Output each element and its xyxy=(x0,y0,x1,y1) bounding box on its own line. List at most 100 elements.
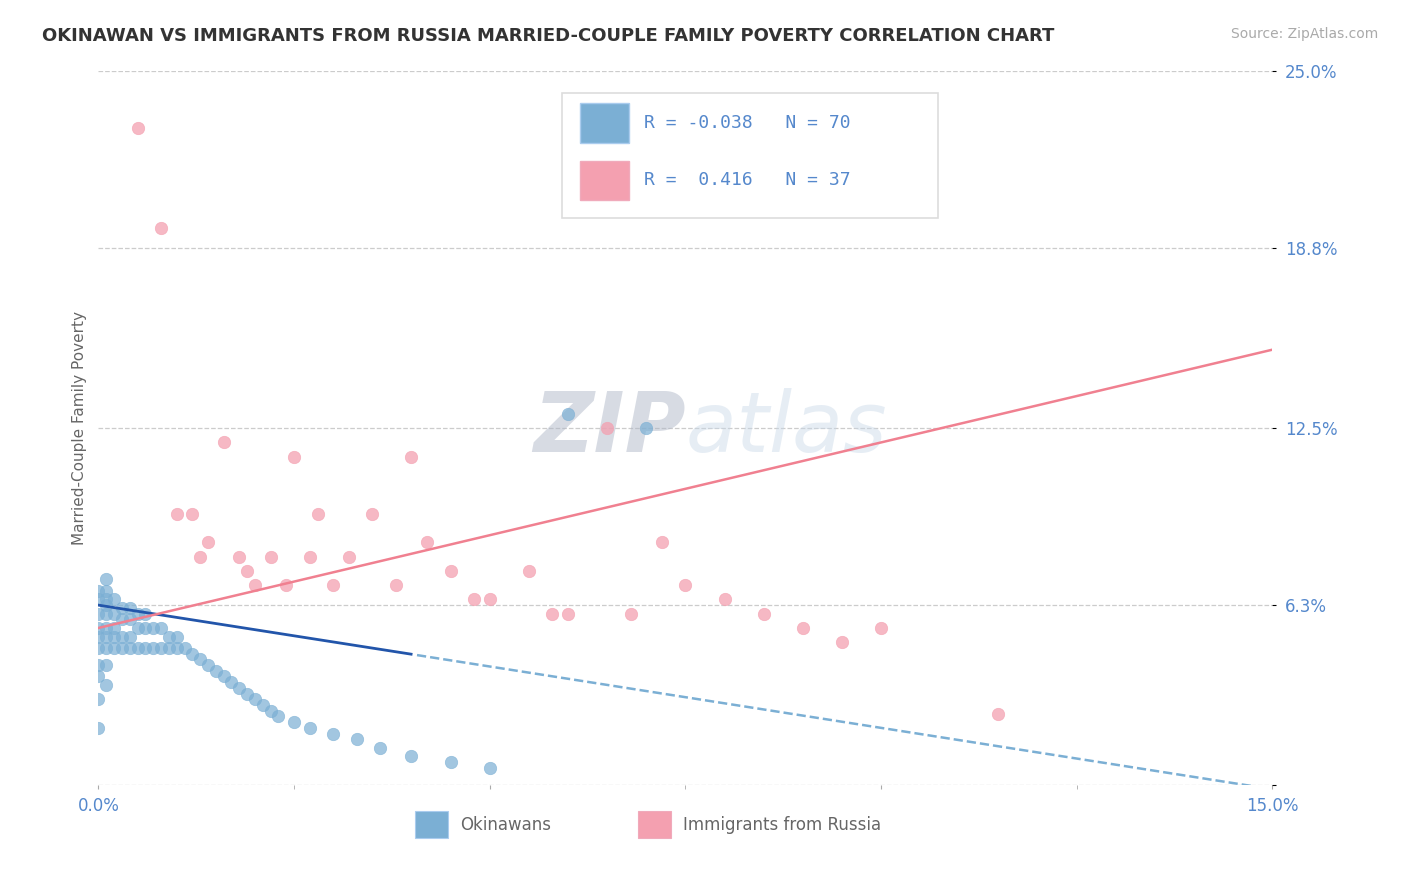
Point xyxy=(127,640,149,655)
Point xyxy=(96,621,118,635)
Point xyxy=(150,221,173,235)
Point xyxy=(173,640,195,655)
Point xyxy=(118,630,141,644)
Point xyxy=(243,692,266,706)
Point xyxy=(298,549,321,564)
Point xyxy=(416,535,439,549)
Point xyxy=(118,601,141,615)
Text: Immigrants from Russia: Immigrants from Russia xyxy=(683,816,882,834)
Point xyxy=(361,507,384,521)
Point xyxy=(401,450,423,464)
Point xyxy=(478,761,501,775)
Point xyxy=(243,578,266,592)
Point xyxy=(267,709,290,723)
Point xyxy=(142,640,165,655)
Point xyxy=(96,573,118,587)
Point xyxy=(283,715,305,730)
Point xyxy=(103,592,125,607)
FancyBboxPatch shape xyxy=(415,812,449,838)
Point xyxy=(557,407,579,421)
Text: R =  0.416   N = 37: R = 0.416 N = 37 xyxy=(644,171,851,189)
Text: atlas: atlas xyxy=(686,388,887,468)
Text: R = -0.038   N = 70: R = -0.038 N = 70 xyxy=(644,114,851,132)
Point xyxy=(87,721,110,735)
Point xyxy=(181,647,204,661)
Y-axis label: Married-Couple Family Poverty: Married-Couple Family Poverty xyxy=(72,311,87,545)
Point xyxy=(337,549,360,564)
Point xyxy=(87,621,110,635)
Point xyxy=(96,640,118,655)
Point xyxy=(103,621,125,635)
Point xyxy=(87,607,110,621)
Point xyxy=(142,621,165,635)
Point xyxy=(87,669,110,683)
Point xyxy=(276,578,298,592)
Point xyxy=(385,578,408,592)
Point xyxy=(541,607,564,621)
Point xyxy=(322,726,344,740)
Point xyxy=(252,698,274,712)
FancyBboxPatch shape xyxy=(562,93,938,218)
Point xyxy=(870,621,893,635)
Point xyxy=(96,592,118,607)
Point xyxy=(596,421,619,435)
Point xyxy=(197,658,219,673)
Text: OKINAWAN VS IMMIGRANTS FROM RUSSIA MARRIED-COUPLE FAMILY POVERTY CORRELATION CHA: OKINAWAN VS IMMIGRANTS FROM RUSSIA MARRI… xyxy=(42,27,1054,45)
Point xyxy=(792,621,814,635)
Point xyxy=(636,421,658,435)
Point xyxy=(87,592,110,607)
Point xyxy=(111,612,134,626)
Point xyxy=(831,635,853,649)
Point xyxy=(103,640,125,655)
Point xyxy=(96,583,118,598)
Point xyxy=(111,630,134,644)
Point xyxy=(197,535,219,549)
Point xyxy=(221,675,243,690)
Point xyxy=(752,607,775,621)
FancyBboxPatch shape xyxy=(579,161,628,200)
Point xyxy=(463,592,485,607)
Point xyxy=(103,630,125,644)
Point xyxy=(118,640,141,655)
Point xyxy=(188,549,211,564)
Point xyxy=(87,692,110,706)
Point xyxy=(127,121,149,136)
Point xyxy=(298,721,321,735)
FancyBboxPatch shape xyxy=(579,103,628,143)
Point xyxy=(439,755,461,769)
Point xyxy=(713,592,735,607)
Point xyxy=(127,621,149,635)
Point xyxy=(212,435,235,450)
Point xyxy=(205,664,228,678)
Point xyxy=(478,592,501,607)
Point xyxy=(188,652,211,666)
Point xyxy=(127,607,149,621)
Point xyxy=(322,578,344,592)
Point xyxy=(118,612,141,626)
Point xyxy=(157,640,180,655)
Point xyxy=(87,630,110,644)
Point xyxy=(134,621,156,635)
FancyBboxPatch shape xyxy=(638,812,671,838)
Text: Source: ZipAtlas.com: Source: ZipAtlas.com xyxy=(1230,27,1378,41)
Point xyxy=(228,681,250,695)
Point xyxy=(517,564,540,578)
Point xyxy=(96,658,118,673)
Text: Okinawans: Okinawans xyxy=(460,816,551,834)
Point xyxy=(111,640,134,655)
Point xyxy=(651,535,673,549)
Point xyxy=(307,507,329,521)
Point xyxy=(228,549,250,564)
Point xyxy=(439,564,461,578)
Point xyxy=(987,706,1010,721)
Point xyxy=(236,687,259,701)
Point xyxy=(87,583,110,598)
Text: ZIP: ZIP xyxy=(533,388,686,468)
Point xyxy=(675,578,697,592)
Point xyxy=(259,704,281,718)
Point xyxy=(134,607,156,621)
Point xyxy=(212,669,235,683)
Point xyxy=(150,640,173,655)
Point xyxy=(283,450,305,464)
Point xyxy=(166,640,188,655)
